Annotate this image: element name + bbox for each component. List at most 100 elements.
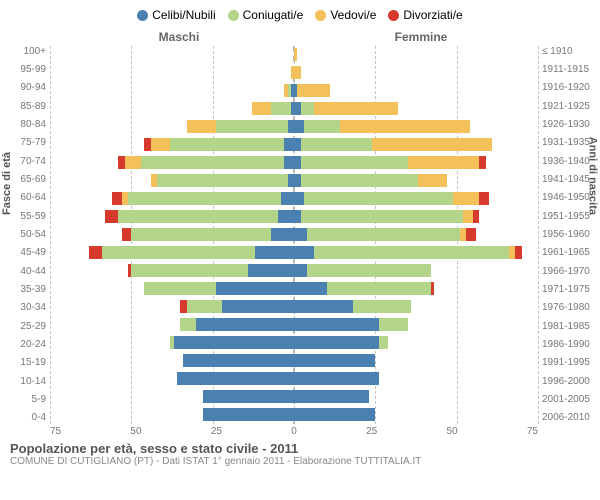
pyramid-row xyxy=(50,208,538,226)
male-side xyxy=(50,137,294,153)
male-side xyxy=(50,299,294,315)
chart-footer: Popolazione per età, sesso e stato civil… xyxy=(6,441,594,467)
female-side xyxy=(294,281,538,297)
segment-married xyxy=(102,246,255,258)
legend-label: Celibi/Nubili xyxy=(152,8,215,22)
x-tick: 50 xyxy=(446,426,457,437)
pyramid-row xyxy=(50,172,538,190)
legend-item: Vedovi/e xyxy=(315,8,376,22)
bar xyxy=(50,174,294,186)
segment-divorced xyxy=(431,282,434,294)
segment-single xyxy=(203,408,294,420)
pyramid-row xyxy=(50,46,538,64)
segment-single xyxy=(294,120,304,132)
male-side xyxy=(50,191,294,207)
birth-year-label: 1991-1995 xyxy=(538,357,594,368)
segment-divorced xyxy=(122,228,132,240)
female-side xyxy=(294,155,538,171)
bar xyxy=(294,192,538,204)
bar xyxy=(294,48,538,60)
male-side xyxy=(50,317,294,333)
birth-year-label: 1916-1920 xyxy=(538,82,594,93)
segment-single xyxy=(222,300,294,312)
segment-married xyxy=(144,282,216,294)
birth-year-label: ≤ 1910 xyxy=(538,46,594,57)
bar xyxy=(50,354,294,366)
birth-year-label: 1981-1985 xyxy=(538,321,594,332)
female-side xyxy=(294,227,538,243)
bar xyxy=(50,84,294,96)
bar xyxy=(294,84,538,96)
female-side xyxy=(294,245,538,261)
bar xyxy=(50,246,294,258)
female-side xyxy=(294,263,538,279)
bar xyxy=(294,210,538,222)
age-label: 20-24 xyxy=(6,339,50,350)
age-label: 35-39 xyxy=(6,284,50,295)
segment-married xyxy=(118,210,277,222)
segment-single xyxy=(284,156,294,168)
segment-single xyxy=(294,192,304,204)
segment-married xyxy=(131,228,271,240)
female-side xyxy=(294,389,538,405)
segment-married xyxy=(301,138,373,150)
segment-divorced xyxy=(466,228,476,240)
female-side xyxy=(294,407,538,423)
segment-married xyxy=(216,120,288,132)
segment-single xyxy=(294,372,379,384)
bar xyxy=(50,300,294,312)
segment-single xyxy=(271,228,294,240)
segment-single xyxy=(294,228,307,240)
gender-labels: Maschi Femmine xyxy=(58,30,542,44)
segment-married xyxy=(271,102,291,114)
pyramid-row xyxy=(50,352,538,370)
y-axis-right-title: Anni di nascita xyxy=(586,136,598,214)
female-side xyxy=(294,209,538,225)
bar xyxy=(50,336,294,348)
age-label: 95-99 xyxy=(6,64,50,75)
male-side xyxy=(50,47,294,63)
female-side xyxy=(294,371,538,387)
female-side xyxy=(294,83,538,99)
segment-married xyxy=(157,174,287,186)
female-side xyxy=(294,317,538,333)
male-side xyxy=(50,209,294,225)
legend-swatch xyxy=(315,10,326,21)
segment-married xyxy=(301,210,464,222)
y-axis-left-title: Fasce di età xyxy=(1,152,13,215)
pyramid-row xyxy=(50,82,538,100)
female-side xyxy=(294,101,538,117)
segment-widowed xyxy=(314,102,399,114)
female-side xyxy=(294,299,538,315)
male-side xyxy=(50,263,294,279)
birth-year-label: 1966-1970 xyxy=(538,266,594,277)
male-side xyxy=(50,83,294,99)
segment-married xyxy=(327,282,431,294)
pyramid-row xyxy=(50,334,538,352)
male-side xyxy=(50,227,294,243)
bar xyxy=(294,66,538,78)
x-tick: 25 xyxy=(366,426,377,437)
segment-single xyxy=(294,390,369,402)
segment-married xyxy=(301,156,408,168)
bar xyxy=(294,336,538,348)
legend-swatch xyxy=(137,10,148,21)
segment-married xyxy=(304,192,454,204)
segment-married xyxy=(187,300,223,312)
chart-subtitle: COMUNE DI CUTIGLIANO (PT) - Dati ISTAT 1… xyxy=(10,456,590,467)
birth-year-label: 1961-1965 xyxy=(538,247,594,258)
segment-divorced xyxy=(112,192,122,204)
segment-married xyxy=(141,156,284,168)
female-side xyxy=(294,191,538,207)
segment-single xyxy=(196,318,294,330)
pyramid-row xyxy=(50,226,538,244)
bar xyxy=(50,48,294,60)
segment-widowed xyxy=(252,102,272,114)
segment-single xyxy=(183,354,294,366)
birth-year-label: 1986-1990 xyxy=(538,339,594,350)
segment-widowed xyxy=(453,192,479,204)
age-label: 5-9 xyxy=(6,394,50,405)
birth-year-label: 2001-2005 xyxy=(538,394,594,405)
bar xyxy=(294,408,538,420)
age-label: 80-84 xyxy=(6,119,50,130)
